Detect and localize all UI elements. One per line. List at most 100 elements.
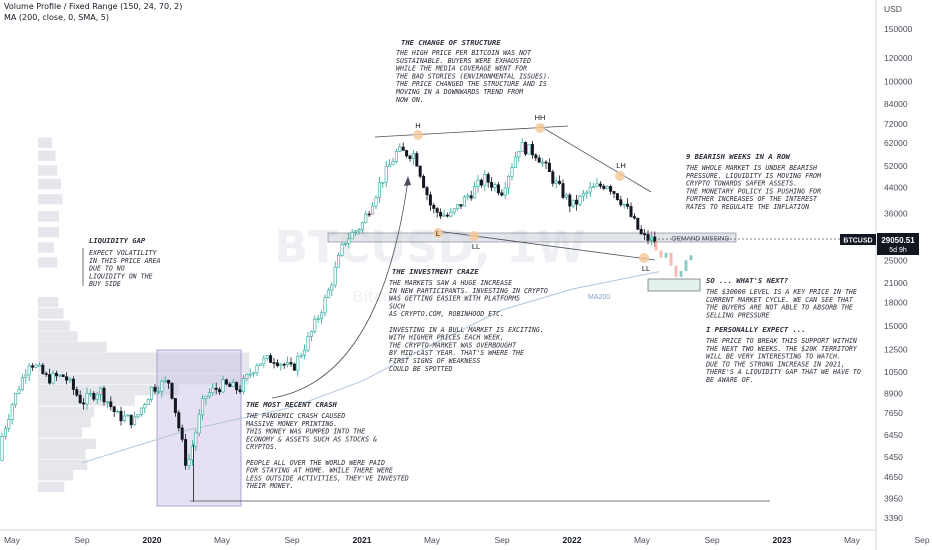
candle-body xyxy=(238,389,242,392)
annotation-line: EXPECT VOLATILITY xyxy=(89,249,158,257)
annotation-line: BUY SIDE xyxy=(89,280,121,288)
annotation-line: THE $30000 LEVEL IS A KEY PRICE IN THE xyxy=(706,288,857,296)
candle-body xyxy=(0,436,4,461)
candle-body xyxy=(85,393,89,405)
y-axis-ticks: 150000 120000 100000 84000 72000 62000 52000 44… xyxy=(884,24,913,523)
candle-body xyxy=(303,349,307,356)
candle-body xyxy=(133,416,137,426)
annotation-line: WHILE THE MEDIA COVERAGE WENT FOR xyxy=(396,65,527,73)
annotation-line: WITH HIGHER PRICES EACH WEEK, xyxy=(389,334,504,342)
candle-body xyxy=(415,153,419,167)
candle-body xyxy=(479,179,483,186)
demand-missing-zone xyxy=(327,232,737,243)
candle-body xyxy=(483,174,487,186)
annotation-title: 9 BEARISH WEEKS IN A ROW xyxy=(686,152,791,161)
projection-candle xyxy=(654,241,658,251)
candle-body xyxy=(388,164,392,167)
price-tag-countdown: 5d 9h xyxy=(889,247,907,254)
candle-body xyxy=(530,144,534,156)
annotation-line: SUSTAINABLE. BUYERS WERE EXHAUSTED xyxy=(396,57,531,65)
y-tick-label: 100000 xyxy=(884,77,913,87)
y-tick-label: 3390 xyxy=(884,513,903,523)
candle-body xyxy=(119,410,123,422)
y-tick-label: 36000 xyxy=(884,208,908,218)
candle-body xyxy=(150,386,154,400)
candle-body xyxy=(632,216,636,219)
annotation-line: THE BUYERS ARE NOT ABLE TO ABSORB THE xyxy=(706,304,853,312)
candle-body xyxy=(95,394,99,400)
candle-body xyxy=(445,214,449,217)
y-tick-label: 44000 xyxy=(884,182,908,192)
candle-body xyxy=(510,167,514,177)
volume-profile-bar xyxy=(38,352,250,363)
candle-body xyxy=(643,233,647,236)
annotation-title: THE INVESTMENT CRAZE xyxy=(392,267,479,276)
candle-body xyxy=(231,382,235,387)
candle-body xyxy=(173,398,177,413)
candle-body xyxy=(218,389,222,393)
annotation-line: SUCH xyxy=(389,302,405,310)
candle-body xyxy=(462,196,466,207)
candle-body xyxy=(20,377,24,391)
parabolic-curve xyxy=(271,179,409,399)
projection-candle xyxy=(669,252,673,266)
volume-profile-bar xyxy=(38,296,59,308)
candle-body xyxy=(452,208,456,213)
candle-body xyxy=(524,142,528,155)
candle-body xyxy=(466,195,470,198)
annotation-line: THE BAD STORIES (ENVIRONMENTAL ISSUES). xyxy=(396,72,551,80)
candle-body xyxy=(201,398,205,416)
y-tick-label: 4650 xyxy=(884,472,903,482)
candle-body xyxy=(275,362,279,367)
candle-body xyxy=(408,155,412,159)
candle-body xyxy=(476,179,480,187)
x-tick-label: May xyxy=(634,535,651,545)
annotation-line: IN THIS PRICE AREA xyxy=(89,257,160,265)
annotation-line: LESS OUTSIDE ACTIVITIES, THEY'VE INVESTE… xyxy=(246,474,409,482)
candle-body xyxy=(561,183,565,198)
candle-body xyxy=(337,255,341,268)
candle-body xyxy=(78,394,82,404)
candle-body xyxy=(374,197,378,207)
candle-body xyxy=(17,389,21,394)
annotation-line: CRYPTOS. xyxy=(246,443,278,451)
candle-body xyxy=(615,193,619,200)
candle-body xyxy=(442,214,446,217)
candle-body xyxy=(619,199,623,206)
swing-lh-marker xyxy=(615,171,625,181)
swing-l1-marker xyxy=(433,228,443,238)
projection-candles xyxy=(654,241,693,277)
candle-body xyxy=(646,234,650,241)
candle-body xyxy=(629,206,633,217)
annotation-line: WAS GETTING EASIER WITH PLATFORMS xyxy=(389,295,520,303)
y-axis-unit: USD xyxy=(884,4,902,14)
candle-body xyxy=(316,318,320,320)
candle-body xyxy=(31,365,35,368)
indicator-volume-profile[interactable]: Volume Profile / Fixed Range (150, 24, 7… xyxy=(4,2,183,11)
candle-body xyxy=(207,392,211,397)
candle-body xyxy=(391,161,395,166)
candle-body xyxy=(82,402,86,405)
candle-body xyxy=(170,382,174,399)
arrow-head xyxy=(404,176,411,186)
annotation-line: WILL BE VERY INTERESTING TO WATCH. xyxy=(706,353,841,361)
volume-profile-bar xyxy=(38,331,78,342)
candle-body xyxy=(588,186,592,193)
candle-body xyxy=(411,153,415,159)
swing-l1-label: L xyxy=(436,229,440,238)
annotation-line: THE HIGH PRICE PER BITCOIN WAS NOT xyxy=(396,49,532,57)
candle-body xyxy=(377,182,381,198)
candle-body xyxy=(54,372,58,377)
annotation-line: THE NEXT TWO WEEKS. THE $20K TERRITORY xyxy=(706,345,858,353)
annotation-line: AS CRYPTO.COM, ROBINHOOD ETC. xyxy=(388,310,504,318)
volume-profile-bar xyxy=(38,137,53,148)
indicator-ma[interactable]: MA (200, close, 0, SMA, 5) xyxy=(4,13,110,22)
candle-body xyxy=(160,381,164,392)
candle-body xyxy=(211,387,215,393)
candle-body xyxy=(252,372,256,375)
annotation-line: PEOPLE ALL OVER THE WORLD WERE PAID xyxy=(246,459,385,467)
candle-body xyxy=(112,406,116,413)
annotation-line: RATES TO REGULATE THE INFLATION xyxy=(686,203,809,211)
candle-body xyxy=(558,180,562,184)
